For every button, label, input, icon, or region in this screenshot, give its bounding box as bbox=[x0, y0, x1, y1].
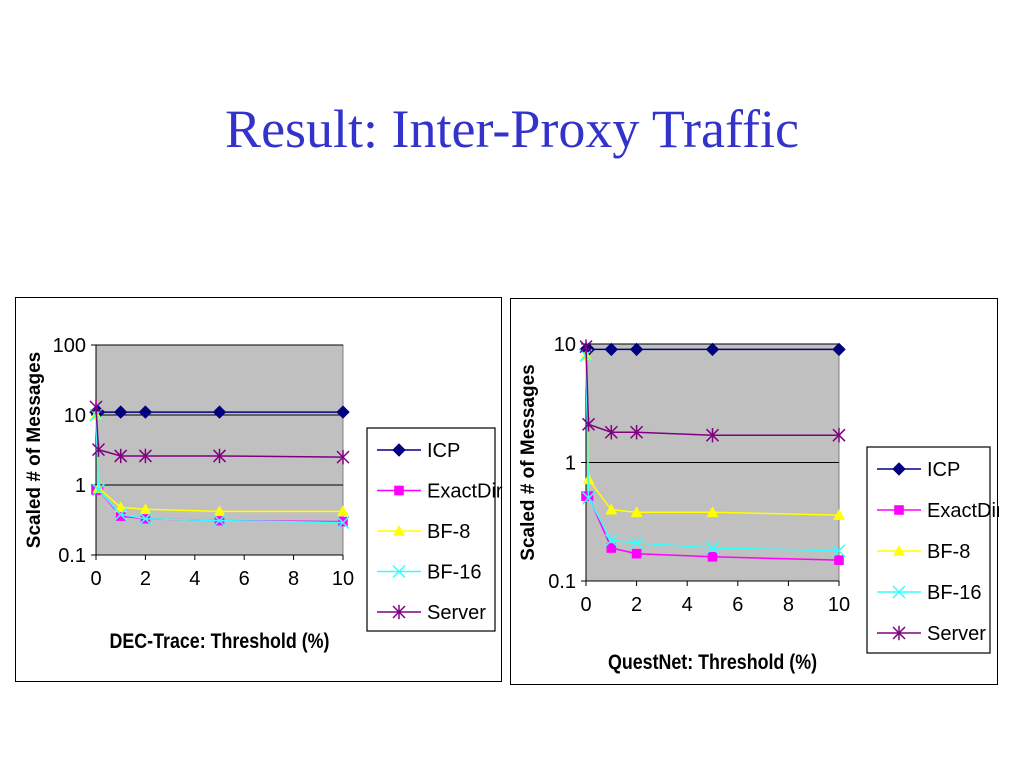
slide-title: Result: Inter-Proxy Traffic bbox=[225, 99, 799, 159]
data-point-bf-16 bbox=[138, 512, 152, 526]
x-tick-label: 6 bbox=[239, 568, 250, 590]
data-point-exactdir bbox=[631, 548, 642, 559]
series-line-bf-16 bbox=[585, 355, 840, 552]
data-point-server bbox=[604, 425, 618, 440]
legend-marker-server bbox=[892, 625, 906, 641]
x-tick-label: 8 bbox=[288, 568, 299, 590]
y-axis-label: Scaled # of Messages bbox=[24, 352, 45, 548]
x-tick-label: 6 bbox=[732, 594, 743, 616]
x-axis-label: QuestNet: Threshold (%) bbox=[608, 651, 817, 675]
data-point-bf-8 bbox=[114, 501, 127, 513]
data-point-icp bbox=[832, 342, 846, 357]
data-point-bf-16 bbox=[114, 507, 128, 521]
series-line-server bbox=[585, 346, 839, 436]
x-tick-label: 2 bbox=[631, 594, 642, 616]
x-tick-label: 10 bbox=[828, 594, 850, 616]
legend-box bbox=[866, 446, 991, 654]
legend-marker-bf-16 bbox=[892, 585, 906, 599]
x-tick-label: 4 bbox=[189, 568, 200, 590]
y-tick-label: 10 bbox=[64, 405, 86, 427]
data-point-server bbox=[89, 399, 103, 415]
legend-label: ExactDir bbox=[927, 500, 999, 522]
data-point-bf-8 bbox=[139, 503, 152, 515]
data-point-bf-8 bbox=[337, 505, 349, 517]
data-point-bf-16 bbox=[630, 536, 644, 550]
y-axis-label: Scaled # of Messages bbox=[518, 364, 539, 560]
data-point-icp bbox=[138, 405, 153, 419]
data-point-server bbox=[832, 427, 846, 443]
data-point-bf-16 bbox=[604, 533, 618, 547]
data-point-server bbox=[212, 448, 227, 464]
data-point-bf-16 bbox=[91, 483, 106, 497]
data-point-server bbox=[579, 339, 593, 354]
chart-panel-dec-trace: 0.1 1 10 100 0 2 4 6 8 10 Scaled # of Messages DEC-… bbox=[15, 297, 503, 682]
legend-label: BF-8 bbox=[427, 521, 470, 543]
y-tick-label: 0.1 bbox=[58, 545, 86, 567]
legend-label: ICP bbox=[427, 440, 460, 462]
legend-label: Server bbox=[427, 602, 486, 624]
y-tick-label: 10 bbox=[554, 334, 576, 356]
data-point-bf-16 bbox=[705, 541, 720, 555]
legend-label: ICP bbox=[927, 459, 960, 481]
legend-marker-bf-16 bbox=[392, 564, 406, 579]
legend-label: ExactDir bbox=[427, 481, 503, 503]
data-point-server bbox=[138, 448, 152, 464]
data-point-server bbox=[630, 425, 644, 440]
legend-marker-icp bbox=[392, 443, 406, 457]
y-tick-label: 1 bbox=[565, 453, 576, 475]
legend-label: BF-16 bbox=[927, 582, 981, 604]
data-point-server bbox=[581, 417, 596, 432]
data-point-icp bbox=[604, 342, 619, 357]
legend-marker-icp bbox=[892, 462, 906, 476]
series-line-bf-16 bbox=[95, 414, 344, 524]
data-point-exactdir bbox=[834, 555, 844, 565]
data-point-exactdir bbox=[115, 511, 126, 521]
data-point-bf-8 bbox=[833, 509, 845, 520]
x-tick-label: 4 bbox=[682, 594, 693, 616]
chart-dec-trace: 0.1 1 10 100 0 2 4 6 8 10 Scaled # of Messages DEC-… bbox=[24, 335, 503, 654]
legend-label: BF-16 bbox=[427, 562, 481, 584]
data-point-icp bbox=[336, 405, 350, 419]
data-point-bf-16 bbox=[581, 491, 596, 505]
x-axis-label: DEC-Trace: Threshold (%) bbox=[110, 630, 330, 654]
data-point-bf-8 bbox=[213, 505, 226, 517]
data-point-bf-16 bbox=[336, 516, 350, 530]
legend-box bbox=[366, 427, 496, 632]
y-tick-label: 1 bbox=[75, 475, 86, 497]
data-point-bf-8 bbox=[706, 506, 719, 518]
data-point-bf-8 bbox=[605, 503, 618, 515]
data-point-exactdir bbox=[606, 543, 617, 553]
chart-panel-questnet: 0.1 1 10 0 2 4 6 8 10 Scaled # of Messages QuestNe… bbox=[510, 298, 999, 685]
x-tick-label: 2 bbox=[140, 568, 151, 590]
legend-marker-server bbox=[392, 604, 406, 620]
y-tick-label: 100 bbox=[53, 335, 86, 357]
data-point-bf-8 bbox=[630, 506, 643, 518]
y-tick-label: 0.1 bbox=[548, 571, 576, 593]
data-point-icp bbox=[113, 405, 128, 419]
legend-label: Server bbox=[927, 623, 986, 645]
legend-marker-exactdir bbox=[894, 505, 904, 515]
data-point-server bbox=[114, 448, 128, 464]
data-point-bf-16 bbox=[832, 544, 846, 558]
data-point-server bbox=[705, 427, 720, 443]
legend: ICP ExactDir BF-8 BF-16 Server bbox=[866, 446, 999, 654]
data-point-icp bbox=[629, 342, 644, 357]
data-point-exactdir bbox=[707, 552, 718, 562]
x-tick-label: 10 bbox=[332, 568, 354, 590]
legend-label: BF-8 bbox=[927, 541, 970, 563]
chart-questnet: 0.1 1 10 0 2 4 6 8 10 Scaled # of Messages QuestNe… bbox=[518, 334, 999, 675]
x-tick-label: 8 bbox=[783, 594, 794, 616]
data-point-icp bbox=[705, 342, 720, 357]
legend: ICP ExactDir BF-8 BF-16 Server bbox=[366, 427, 503, 632]
x-tick-label: 0 bbox=[90, 568, 101, 590]
legend-marker-exactdir bbox=[394, 485, 404, 496]
legend-marker-bf-8 bbox=[893, 545, 905, 556]
legend-marker-bf-8 bbox=[393, 525, 405, 536]
x-tick-label: 0 bbox=[580, 594, 591, 616]
data-point-server bbox=[91, 442, 106, 457]
data-point-server bbox=[336, 449, 350, 465]
data-point-bf-16 bbox=[212, 514, 227, 528]
data-point-icp bbox=[212, 405, 227, 419]
